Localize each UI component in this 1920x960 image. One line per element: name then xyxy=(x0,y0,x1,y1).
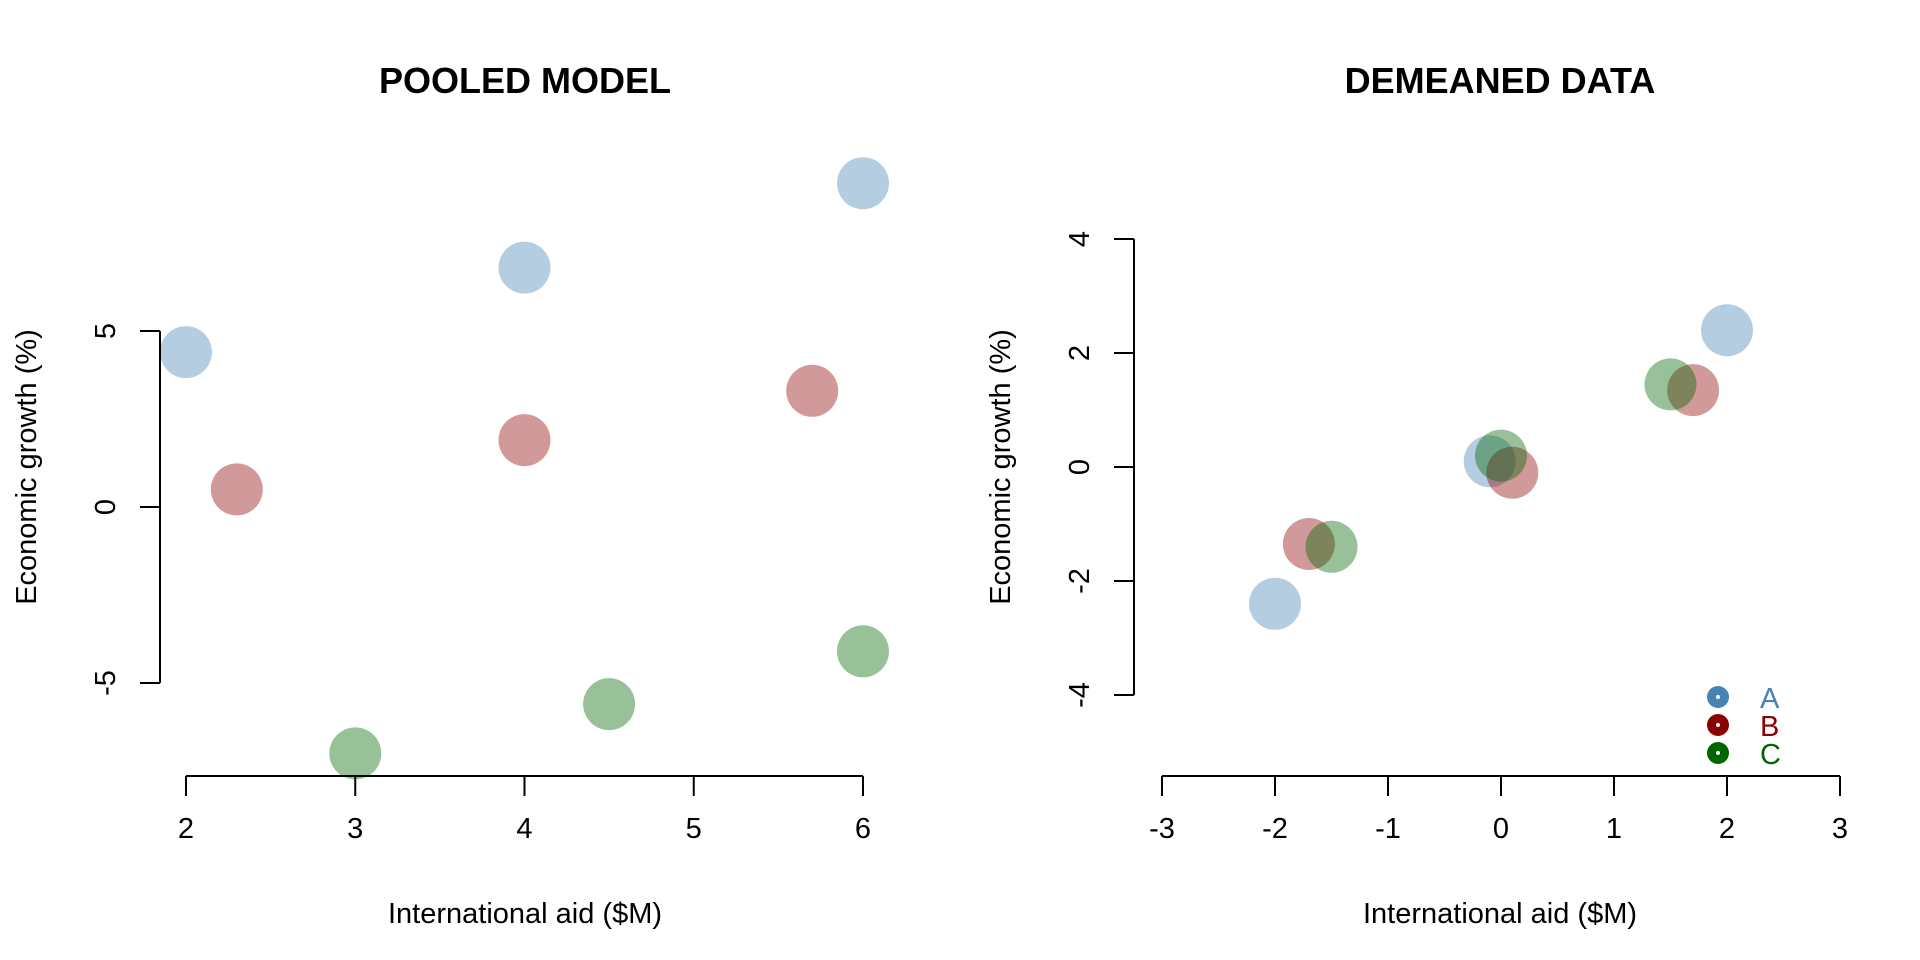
data-point xyxy=(837,157,889,210)
axes-layer: -3 -2 -1 0 1 2 3 -4 -2 0 2 4 xyxy=(1064,231,1848,845)
data-point xyxy=(498,414,551,467)
legend: ABC xyxy=(1707,683,1781,771)
y-tick-label: -2 xyxy=(1064,568,1096,594)
legend-marker-dot xyxy=(1716,695,1720,699)
legend-label: A xyxy=(1760,683,1780,715)
legend-label: B xyxy=(1760,711,1779,743)
x-tick-label: -3 xyxy=(1149,813,1175,845)
data-point xyxy=(1249,577,1301,630)
data-point xyxy=(1463,435,1516,488)
points-layer xyxy=(1249,304,1753,630)
data-point xyxy=(329,727,382,780)
y-tick-label: -4 xyxy=(1064,682,1096,708)
x-tick-label: 6 xyxy=(855,813,871,845)
demeaned-data-panel: DEMEANED DATA International aid ($M) Eco… xyxy=(985,60,1848,930)
x-tick-label: -2 xyxy=(1262,813,1288,845)
y-tick-label: -5 xyxy=(90,670,122,696)
points-layer xyxy=(160,157,889,780)
chart-title: DEMEANED DATA xyxy=(1345,60,1656,101)
data-point xyxy=(786,364,839,417)
data-point xyxy=(1475,429,1527,482)
data-point xyxy=(1486,446,1539,499)
y-tick-label: 5 xyxy=(90,323,122,339)
x-tick-label: 1 xyxy=(1606,813,1622,845)
y-tick-label: 4 xyxy=(1064,231,1096,247)
data-point xyxy=(1305,520,1358,573)
x-tick-label: 0 xyxy=(1493,813,1509,845)
chart-title: POOLED MODEL xyxy=(379,60,671,101)
data-point xyxy=(1667,364,1720,417)
pooled-model-panel: POOLED MODEL International aid ($M) Econ… xyxy=(11,60,889,930)
x-axis-label: International aid ($M) xyxy=(388,898,662,930)
x-tick-label: 4 xyxy=(516,813,532,845)
axes-layer: 2 3 4 5 6 -5 0 5 xyxy=(90,323,871,845)
x-tick-label: 3 xyxy=(1832,813,1848,845)
legend-marker-dot xyxy=(1716,751,1720,755)
legend-marker-dot xyxy=(1716,723,1720,727)
x-tick-label: 2 xyxy=(178,813,194,845)
y-tick-label: 0 xyxy=(1064,459,1096,475)
data-point xyxy=(1644,358,1697,411)
x-tick-label: -1 xyxy=(1375,813,1401,845)
y-axis-label: Economic growth (%) xyxy=(11,329,43,605)
data-point xyxy=(1701,304,1753,357)
data-point xyxy=(160,326,212,379)
data-point xyxy=(837,625,889,678)
data-point xyxy=(210,463,263,516)
x-axis-label: International aid ($M) xyxy=(1363,898,1637,930)
x-tick-label: 2 xyxy=(1719,813,1735,845)
data-point xyxy=(583,678,636,731)
x-tick-label: 5 xyxy=(686,813,702,845)
data-point xyxy=(1282,518,1335,570)
y-tick-label: 2 xyxy=(1064,345,1096,361)
x-tick-label: 3 xyxy=(347,813,363,845)
y-tick-label: 0 xyxy=(90,499,122,515)
legend-label: C xyxy=(1760,739,1781,771)
y-axis-label: Economic growth (%) xyxy=(985,329,1017,605)
data-point xyxy=(498,241,551,294)
